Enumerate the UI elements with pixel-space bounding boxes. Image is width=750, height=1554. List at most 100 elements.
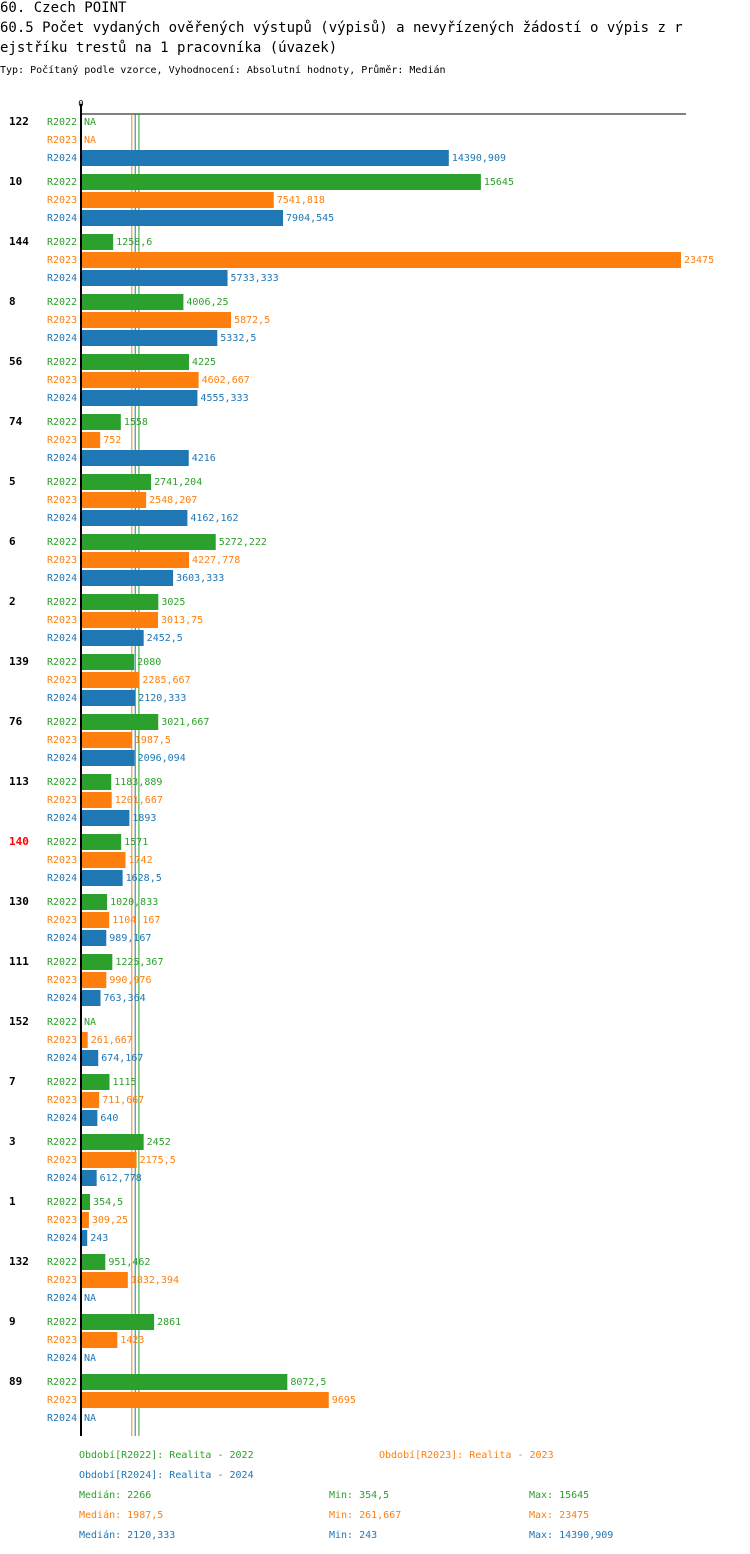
series-label: R2022	[47, 357, 77, 368]
series-label: R2022	[47, 1377, 77, 1388]
bar	[81, 990, 101, 1006]
bar	[81, 774, 112, 790]
na-label: NA	[84, 135, 96, 146]
series-label: R2023	[47, 255, 77, 266]
stat-max-2024: Max: 14390,909	[529, 1530, 614, 1541]
series-label: R2023	[47, 1275, 77, 1286]
bar	[81, 594, 159, 610]
series-label: R2023	[47, 375, 77, 386]
bar	[81, 390, 198, 406]
legend-period-2024: Období[R2024]: Realita - 2024	[79, 1470, 254, 1481]
bar	[81, 150, 449, 166]
na-label: NA	[84, 117, 96, 128]
stat-min-2022: Min: 354,5	[329, 1490, 390, 1501]
series-label: R2022	[47, 1257, 77, 1268]
legend-period-2023: Období[R2023]: Realita - 2023	[379, 1450, 554, 1461]
bar	[81, 732, 132, 748]
bar	[81, 792, 112, 808]
na-label: NA	[84, 1293, 96, 1304]
data-label: 5332,5	[220, 333, 256, 344]
bar	[81, 450, 189, 466]
data-label: 1020,833	[110, 897, 158, 908]
data-label: 2285,667	[142, 675, 190, 686]
series-label: R2023	[47, 735, 77, 746]
bar	[81, 1212, 89, 1228]
data-label: 2861	[157, 1317, 181, 1328]
series-label: R2023	[47, 795, 77, 806]
series-label: R2024	[47, 273, 77, 284]
data-label: 1258,6	[116, 237, 152, 248]
group-label: 8	[9, 295, 16, 308]
series-label: R2022	[47, 957, 77, 968]
series-label: R2022	[47, 297, 77, 308]
bar	[81, 1254, 106, 1270]
data-label: 640	[100, 1113, 118, 1124]
bar	[81, 1392, 329, 1408]
chart-subtitle: Typ: Počítaný podle vzorce, Vyhodnocení:…	[0, 65, 446, 76]
na-label: NA	[84, 1413, 96, 1424]
bar	[81, 1050, 99, 1066]
data-label: 7541,818	[277, 195, 325, 206]
series-label: R2023	[47, 435, 77, 446]
bar	[81, 690, 136, 706]
data-label: 1742	[129, 855, 153, 866]
bar	[81, 852, 126, 868]
stat-median-2023: Medián: 1987,5	[79, 1510, 164, 1521]
group-label: 130	[9, 895, 29, 908]
group-label: 56	[9, 355, 23, 368]
series-label: R2024	[47, 1353, 77, 1364]
data-label: 1571	[124, 837, 148, 848]
data-label: 711,667	[102, 1095, 144, 1106]
data-label: 2120,333	[138, 693, 186, 704]
series-label: R2023	[47, 135, 77, 146]
series-label: R2022	[47, 597, 77, 608]
bar	[81, 834, 122, 850]
bar	[81, 1110, 98, 1126]
data-label: 4602,667	[202, 375, 250, 386]
group-label: 122	[9, 115, 29, 128]
bar	[81, 294, 184, 310]
series-label: R2022	[47, 177, 77, 188]
series-label: R2023	[47, 495, 77, 506]
data-label: 1987,5	[135, 735, 171, 746]
data-label: 752	[103, 435, 121, 446]
bar	[81, 570, 174, 586]
data-label: 612,778	[100, 1173, 142, 1184]
series-label: R2024	[47, 933, 77, 944]
data-label: 15645	[484, 177, 514, 188]
data-label: 989,167	[109, 933, 151, 944]
bar	[81, 1074, 110, 1090]
bar	[81, 432, 101, 448]
group-label: 113	[9, 775, 29, 788]
data-label: 261,667	[91, 1035, 133, 1046]
bar	[81, 330, 218, 346]
series-label: R2022	[47, 1317, 77, 1328]
stat-max-2023: Max: 23475	[529, 1510, 590, 1521]
group-label: 3	[9, 1135, 16, 1148]
data-label: 4216	[192, 453, 216, 464]
bar	[81, 1374, 288, 1390]
series-label: R2022	[47, 117, 77, 128]
series-label: R2023	[47, 675, 77, 686]
bar	[81, 192, 274, 208]
series-label: R2022	[47, 1137, 77, 1148]
series-label: R2023	[47, 615, 77, 626]
series-label: R2023	[47, 1095, 77, 1106]
group-label: 74	[9, 415, 23, 428]
bar	[81, 1152, 137, 1168]
bar	[81, 312, 232, 328]
series-label: R2022	[47, 1077, 77, 1088]
data-label: 4162,162	[190, 513, 238, 524]
series-label: R2024	[47, 1053, 77, 1064]
bar	[81, 1134, 144, 1150]
series-label: R2022	[47, 777, 77, 788]
na-label: NA	[84, 1017, 96, 1028]
series-label: R2023	[47, 1215, 77, 1226]
data-label: 309,25	[92, 1215, 128, 1226]
bar	[81, 810, 130, 826]
stat-max-2022: Max: 15645	[529, 1490, 590, 1501]
data-label: 1225,367	[115, 957, 163, 968]
bar	[81, 270, 228, 286]
series-label: R2024	[47, 213, 77, 224]
data-label: 2096,094	[138, 753, 186, 764]
